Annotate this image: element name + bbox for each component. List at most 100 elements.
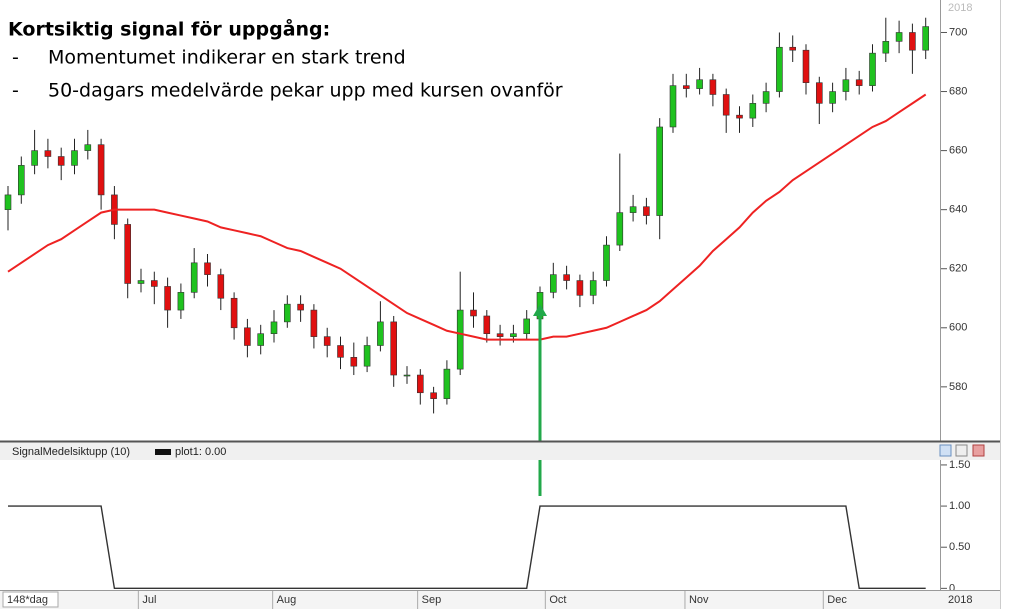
candle-body: [337, 345, 344, 358]
candle-body: [909, 32, 916, 51]
x-tick-label: Nov: [689, 594, 709, 606]
candle-body: [456, 309, 464, 370]
candle-body: [669, 85, 677, 128]
y-tick-label: 1.50: [949, 459, 970, 471]
panel-icon[interactable]: [955, 444, 968, 457]
candle-body: [749, 103, 757, 119]
signal-line: [8, 505, 926, 590]
y-tick-label: 600: [949, 322, 967, 334]
candle-body: [895, 32, 903, 42]
x-tick-label: Dec: [827, 594, 847, 606]
candle-body: [204, 262, 211, 275]
moving-average: [7, 93, 927, 341]
candle-body: [151, 280, 158, 287]
indicator-panel: 0 0.50 1.00 1.50: [8, 459, 970, 594]
interval-box: [2, 591, 59, 608]
candle-body: [629, 206, 637, 213]
candle-body: [802, 49, 810, 83]
y-tick-label: 620: [949, 263, 967, 275]
candle-body: [696, 79, 703, 89]
candle-body: [230, 297, 238, 329]
candle-body: [257, 333, 265, 346]
candle-body: [31, 150, 38, 166]
candle-body: [4, 194, 12, 210]
candle-body: [124, 224, 131, 284]
candle-body: [297, 303, 304, 311]
candle-body: [390, 321, 398, 376]
candle-body: [483, 315, 491, 334]
candle-body: [656, 126, 664, 216]
legend-label: plot1: 0.00: [175, 446, 226, 458]
candle-body: [350, 357, 358, 367]
bullet: Momentumet indikerar en stark trend: [48, 47, 406, 69]
x-axis-bar: [0, 590, 1000, 609]
arrow-head: [533, 304, 547, 316]
candle-body: [549, 274, 557, 293]
candle-body: [842, 79, 850, 92]
bullet: 50-dagars medelvärde pekar upp med kurse…: [48, 80, 563, 102]
candle-body: [164, 286, 171, 311]
candle-body: [589, 280, 597, 296]
y-tick-label: 0.50: [949, 541, 970, 553]
candle-body: [217, 274, 225, 299]
candle-body: [377, 321, 384, 346]
candle-body: [776, 46, 783, 92]
x-tick-label: Aug: [277, 594, 297, 606]
x-tick-label: Sep: [422, 594, 442, 606]
bullet-dash: -: [12, 80, 19, 102]
candle-body: [576, 280, 584, 296]
candle-body: [869, 52, 876, 86]
corner-year: 2018: [948, 2, 972, 14]
candle-body: [523, 318, 531, 334]
candle-body: [416, 374, 424, 394]
x-tick-label: Oct: [549, 594, 566, 606]
candle-body: [855, 79, 863, 86]
candle-body: [363, 345, 371, 367]
panel-header: [0, 441, 1000, 460]
legend-swatch: [155, 449, 171, 455]
candle-body: [496, 333, 504, 337]
candle-body: [283, 303, 291, 323]
candle-body: [470, 309, 477, 317]
candle-body: [310, 309, 318, 337]
panel-icon[interactable]: [939, 444, 952, 457]
candle-body: [137, 280, 145, 284]
candle-body: [57, 156, 65, 166]
candle-body: [84, 144, 92, 151]
candle-body: [603, 244, 610, 281]
candle-body: [762, 91, 770, 104]
candle-body: [403, 374, 411, 377]
y-tick-label: 640: [949, 204, 967, 216]
candle-body: [882, 41, 890, 54]
candle-body: [789, 46, 797, 51]
candle-body: [190, 262, 198, 293]
candle-body: [563, 274, 570, 281]
candle-body: [244, 327, 251, 346]
candle-body: [510, 333, 517, 337]
candle-body: [722, 94, 730, 116]
y-tick-label: 660: [949, 145, 967, 157]
year-label: 2018: [948, 594, 972, 606]
candle-body: [443, 368, 451, 399]
y-tick-label: 680: [949, 85, 967, 97]
candle-body: [71, 150, 78, 166]
y-tick-label: 580: [949, 381, 967, 393]
candle-body: [97, 144, 105, 196]
bullet-dash: -: [12, 47, 19, 69]
candle-body: [922, 26, 930, 51]
candle-body: [323, 336, 331, 346]
candle-body: [17, 165, 25, 196]
x-tick-label: Jul: [142, 594, 156, 606]
candle-body: [616, 212, 624, 246]
candle-body: [682, 85, 690, 89]
panel-icon[interactable]: [972, 444, 985, 457]
candle-body: [736, 114, 743, 119]
candle-body: [815, 82, 823, 104]
candle-body: [44, 150, 52, 157]
title: Kortsiktig signal för uppgång:: [8, 17, 330, 41]
panel-name: SignalMedelsiktupp (10): [12, 446, 130, 458]
y-tick-label: 700: [949, 26, 967, 38]
y-tick-label: 1.00: [949, 500, 970, 512]
candle-body: [709, 79, 717, 95]
